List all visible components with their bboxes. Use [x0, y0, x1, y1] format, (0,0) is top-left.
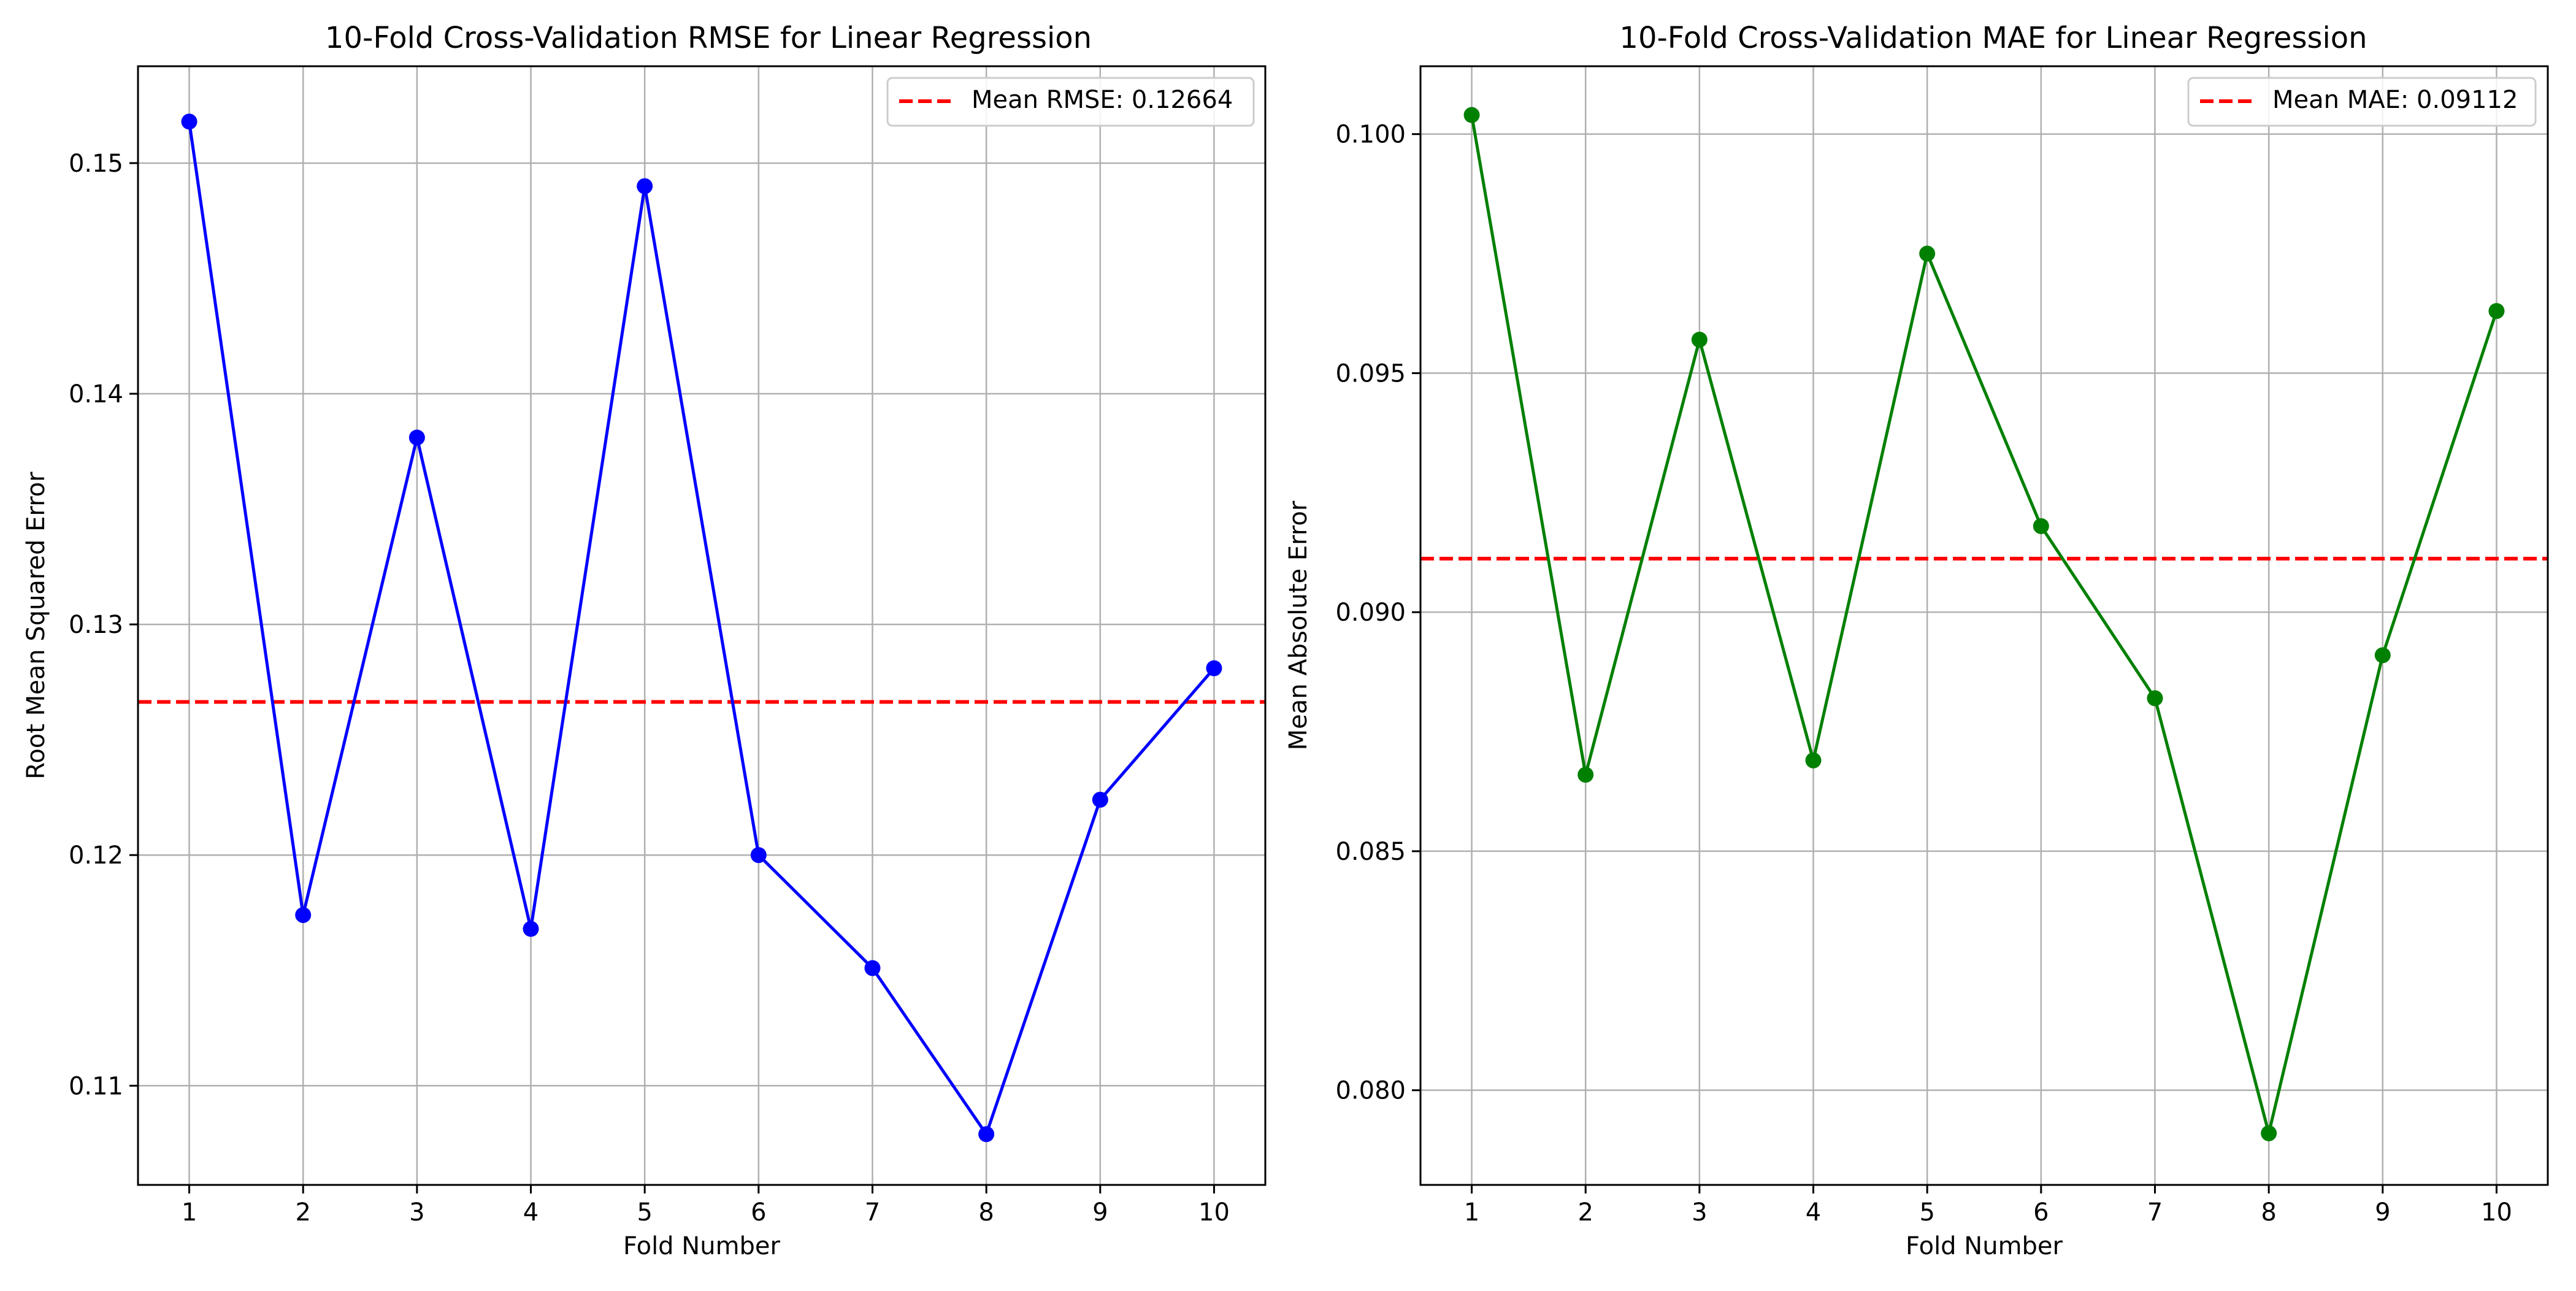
data-point-fold-6	[2033, 518, 2049, 534]
data-point-fold-8	[2261, 1125, 2277, 1141]
x-tick-label: 2	[1577, 1198, 1593, 1227]
y-axis: 0.11 0.12 0.13 0.14 0.15	[69, 150, 138, 1100]
x-axis-label: Fold Number	[1906, 1232, 2063, 1260]
x-tick-label: 3	[409, 1198, 424, 1227]
y-tick-label: 0.100	[1335, 121, 1406, 149]
y-tick-label: 0.11	[69, 1072, 123, 1100]
y-tick-label: 0.090	[1335, 599, 1406, 627]
plot-frame	[137, 65, 1267, 1186]
x-axis: 1 2 3 4 5 6 7 8 9 10	[182, 1185, 1230, 1227]
x-tick-label: 4	[523, 1198, 539, 1227]
y-axis-label: Root Mean Squared Error	[22, 472, 50, 780]
y-tick-label: 0.12	[69, 841, 123, 870]
grid	[1420, 66, 2548, 1185]
data-point-fold-4	[523, 921, 539, 937]
data-point-fold-9	[1092, 791, 1108, 808]
x-tick-label: 6	[751, 1198, 766, 1227]
x-tick-label: 1	[1464, 1198, 1479, 1227]
y-tick-label: 0.14	[69, 380, 123, 408]
x-tick-label: 9	[1092, 1198, 1108, 1227]
x-tick-label: 10	[1198, 1198, 1230, 1227]
legend-box	[886, 77, 1255, 127]
data-point-fold-9	[2374, 647, 2391, 664]
x-tick-label: 6	[2033, 1198, 2049, 1227]
x-tick-label: 9	[2375, 1198, 2390, 1227]
x-tick-label: 7	[865, 1198, 880, 1227]
x-tick-label: 10	[2481, 1198, 2512, 1227]
legend-box	[2187, 77, 2537, 127]
mae-chart: 10-Fold Cross-Validation MAE for Linear …	[1284, 21, 2549, 1260]
y-tick-label: 0.095	[1335, 359, 1406, 388]
x-tick-label: 5	[1919, 1198, 1934, 1227]
data-point-fold-1	[181, 113, 197, 130]
data-point-fold-10	[1206, 660, 1222, 676]
y-tick-label: 0.13	[69, 611, 123, 639]
data-point-fold-5	[637, 178, 653, 194]
x-tick-label: 8	[978, 1198, 994, 1227]
data-point-fold-4	[1805, 752, 1822, 768]
x-tick-label: 5	[637, 1198, 652, 1227]
x-tick-label: 1	[182, 1198, 197, 1227]
data-point-fold-3	[408, 429, 425, 446]
data-point-fold-6	[750, 847, 767, 864]
y-tick-label: 0.085	[1335, 838, 1406, 866]
series-line	[188, 121, 1216, 1136]
data-point-fold-1	[1463, 107, 1480, 123]
x-tick-label: 7	[2147, 1198, 2163, 1227]
series-line	[1470, 115, 2498, 1135]
x-tick-label: 4	[1806, 1198, 1821, 1227]
x-tick-label: 2	[295, 1198, 310, 1227]
rmse-chart: 10-Fold Cross-Validation RMSE for Linear…	[22, 21, 1267, 1260]
data-point-fold-5	[1919, 245, 1936, 262]
y-axis: 0.080 0.085 0.090 0.095 0.100	[1335, 121, 1420, 1105]
chart-title: 10-Fold Cross-Validation RMSE for Linear…	[325, 21, 1092, 55]
legend: Mean MAE: 0.09112	[2187, 77, 2537, 127]
chart-title: 10-Fold Cross-Validation MAE for Linear …	[1619, 21, 2367, 55]
plot-frame	[1419, 65, 2549, 1186]
data-point-fold-2	[1577, 767, 1594, 783]
y-tick-label: 0.15	[69, 150, 123, 178]
x-tick-label: 3	[1692, 1198, 1707, 1227]
data-point-fold-7	[864, 960, 881, 976]
grid	[138, 66, 1265, 1185]
legend: Mean RMSE: 0.12664	[886, 77, 1255, 127]
series-layer	[181, 113, 1222, 1143]
data-point-fold-2	[295, 906, 312, 923]
x-axis: 1 2 3 4 5 6 7 8 9 10	[1464, 1185, 2512, 1227]
data-point-fold-7	[2147, 690, 2163, 707]
data-point-fold-10	[2488, 303, 2505, 320]
legend-mean-label: Mean RMSE: 0.12664	[972, 86, 1233, 114]
y-tick-label: 0.080	[1335, 1077, 1406, 1105]
x-tick-label: 8	[2261, 1198, 2276, 1227]
legend-mean-label: Mean MAE: 0.09112	[2272, 86, 2518, 114]
data-point-fold-8	[978, 1126, 995, 1143]
y-axis-label: Mean Absolute Error	[1284, 500, 1313, 750]
x-axis-label: Fold Number	[623, 1232, 781, 1260]
series-layer	[1463, 107, 2505, 1141]
data-point-fold-3	[1691, 331, 1708, 348]
